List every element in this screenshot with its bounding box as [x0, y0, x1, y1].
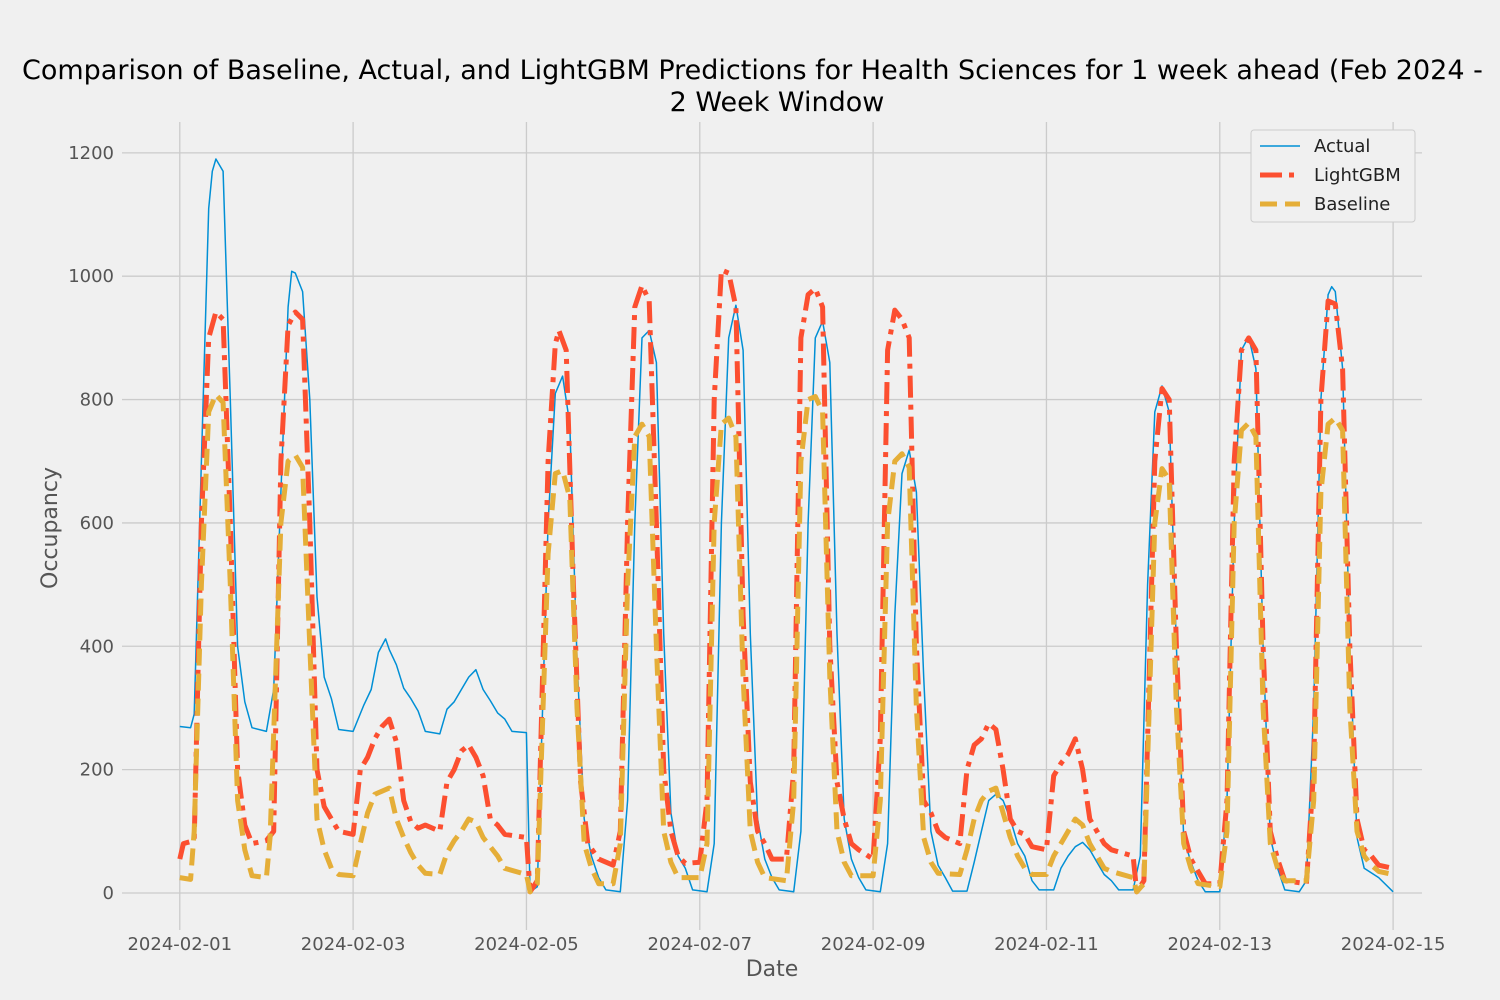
- chart-title-line-1: Comparison of Baseline, Actual, and Ligh…: [22, 55, 1483, 86]
- x-tick-label: 2024-02-07: [647, 934, 752, 955]
- y-tick-label: 0: [103, 883, 114, 904]
- series-lines: [177, 158, 1394, 895]
- x-tick-label: 2024-02-01: [127, 934, 232, 955]
- legend-label-baseline: Baseline: [1314, 194, 1390, 215]
- legend-label-actual: Actual: [1314, 136, 1370, 157]
- y-tick-labels: 0 200 400 600 800 1000 1200: [68, 143, 114, 904]
- x-tick-label: 2024-02-05: [474, 934, 579, 955]
- y-tick-label: 1200: [68, 143, 114, 164]
- x-axis-label: Date: [746, 957, 799, 982]
- x-tick-label: 2024-02-03: [301, 934, 406, 955]
- x-tick-label: 2024-02-11: [994, 934, 1099, 955]
- legend-box: [1250, 129, 1416, 223]
- y-tick-label: 400: [80, 636, 114, 657]
- legend-label-lightgbm: LightGBM: [1314, 165, 1401, 186]
- grid-lines: [122, 122, 1422, 930]
- y-tick-label: 200: [80, 760, 114, 781]
- y-tick-label: 1000: [68, 266, 114, 287]
- series-line-lightgbm: [177, 267, 1394, 895]
- x-tick-label: 2024-02-09: [821, 934, 926, 955]
- y-tick-label: 800: [80, 390, 114, 411]
- chart-title-line-2: 2 Week Window: [670, 87, 885, 118]
- legend: Actual LightGBM Baseline: [1250, 129, 1416, 223]
- series-line-baseline: [179, 392, 1394, 895]
- x-tick-label: 2024-02-15: [1341, 934, 1446, 955]
- y-axis-label: Occupancy: [38, 467, 63, 589]
- x-tick-label: 2024-02-13: [1167, 934, 1272, 955]
- x-tick-labels: 2024-02-01 2024-02-03 2024-02-05 2024-02-07…: [127, 934, 1445, 955]
- y-tick-label: 600: [80, 513, 114, 534]
